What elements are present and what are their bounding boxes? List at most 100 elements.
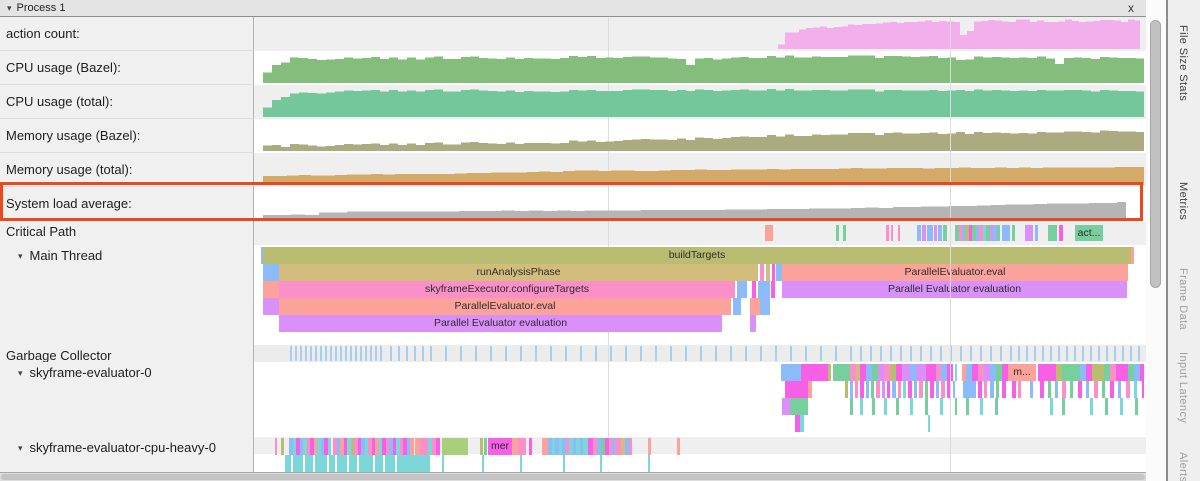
slice[interactable] (1062, 381, 1066, 398)
slice[interactable] (300, 438, 303, 455)
slice[interactable] (781, 364, 801, 381)
slice[interactable] (1102, 381, 1105, 398)
slice[interactable] (289, 438, 293, 455)
slice[interactable] (597, 438, 601, 455)
gc-tick[interactable] (610, 346, 612, 361)
slice[interactable] (984, 381, 987, 398)
slice[interactable] (368, 438, 372, 455)
slice[interactable] (896, 398, 899, 415)
slice[interactable] (629, 438, 632, 455)
slice[interactable] (601, 438, 605, 455)
slice[interactable] (966, 398, 969, 415)
gc-tick[interactable] (920, 346, 922, 361)
slice[interactable] (801, 364, 828, 381)
slice[interactable] (1126, 381, 1130, 398)
counter-track[interactable] (254, 85, 1146, 119)
slice[interactable] (482, 455, 484, 472)
slice[interactable] (317, 438, 321, 455)
slice[interactable] (1110, 381, 1114, 398)
horizontal-scrollbar[interactable] (0, 472, 1146, 481)
slice[interactable] (947, 364, 953, 381)
slice[interactable] (1128, 364, 1134, 381)
slice[interactable]: Parallel Evaluator evaluation (782, 281, 1127, 298)
slice[interactable] (965, 225, 969, 241)
gc-tick[interactable] (835, 346, 837, 361)
slice[interactable] (969, 225, 972, 241)
gc-tick[interactable] (700, 346, 702, 361)
slice[interactable] (1140, 364, 1144, 381)
slice[interactable] (1012, 225, 1015, 241)
slice[interactable] (910, 364, 916, 381)
gc-tick[interactable] (820, 346, 822, 361)
slice[interactable] (563, 455, 565, 472)
slice[interactable] (990, 364, 996, 381)
slice[interactable] (902, 364, 910, 381)
gc-tick[interactable] (290, 346, 292, 361)
slice[interactable] (856, 364, 860, 381)
slice[interactable] (955, 364, 957, 381)
gc-tick[interactable] (1058, 346, 1060, 361)
slice[interactable] (1040, 381, 1044, 398)
slice[interactable] (930, 381, 934, 398)
slice[interactable] (410, 438, 414, 455)
slice[interactable] (936, 381, 939, 398)
gc-tick[interactable] (340, 346, 342, 361)
gc-tick[interactable] (900, 346, 902, 361)
gc-tick[interactable] (475, 346, 477, 361)
slice[interactable] (1080, 364, 1086, 381)
slice[interactable] (910, 398, 913, 415)
slice[interactable] (795, 415, 800, 432)
slice[interactable] (562, 438, 566, 455)
slice[interactable] (400, 438, 403, 455)
sidebar-tab-input-latency[interactable]: Input Latency (1177, 352, 1189, 424)
slice[interactable] (733, 298, 741, 315)
slice[interactable] (677, 438, 680, 455)
sidebar-tab-frame-data[interactable]: Frame Data (1177, 268, 1189, 331)
horizontal-scrollbar-thumb[interactable] (1, 474, 1145, 480)
slice[interactable] (548, 438, 552, 455)
slice[interactable] (1025, 225, 1033, 241)
slice[interactable] (903, 381, 906, 398)
slice[interactable] (926, 364, 936, 381)
slice[interactable] (612, 438, 615, 455)
slice[interactable] (828, 364, 831, 381)
slice[interactable] (866, 381, 869, 398)
slice[interactable] (1078, 381, 1082, 398)
slice[interactable] (916, 364, 926, 381)
slice[interactable]: ParallelEvaluator.eval (782, 264, 1128, 281)
slice[interactable] (307, 438, 310, 455)
gc-tick[interactable] (640, 346, 642, 361)
sidebar-tab-file-size-stats[interactable]: File Size Stats (1177, 25, 1189, 102)
gc-tick[interactable] (715, 346, 717, 361)
slice[interactable] (359, 455, 373, 472)
slice[interactable] (344, 438, 347, 455)
gc-tick[interactable] (350, 346, 352, 361)
slice[interactable] (337, 438, 340, 455)
counter-track[interactable] (254, 17, 1146, 51)
slice[interactable] (836, 225, 839, 241)
gc-tick[interactable] (670, 346, 672, 361)
slice[interactable] (1070, 381, 1073, 398)
slice[interactable] (600, 455, 602, 472)
slice[interactable] (984, 364, 990, 381)
gc-tick[interactable] (970, 346, 972, 361)
slice[interactable] (892, 381, 896, 398)
slice[interactable] (972, 225, 976, 241)
slice[interactable] (314, 438, 317, 455)
slice[interactable] (752, 281, 756, 298)
slice[interactable] (872, 364, 878, 381)
gc-tick[interactable] (535, 346, 537, 361)
slice[interactable] (580, 438, 583, 455)
slice[interactable] (559, 438, 562, 455)
slice[interactable] (760, 264, 764, 281)
slice[interactable] (375, 438, 379, 455)
slice[interactable] (588, 438, 593, 455)
slice[interactable] (397, 455, 430, 472)
slice[interactable] (1018, 381, 1021, 398)
gc-tick[interactable] (460, 346, 462, 361)
gc-tick[interactable] (310, 346, 312, 361)
gc-tick[interactable] (745, 346, 747, 361)
slice[interactable] (480, 438, 483, 455)
slice[interactable] (785, 381, 808, 398)
slice[interactable] (979, 225, 983, 241)
